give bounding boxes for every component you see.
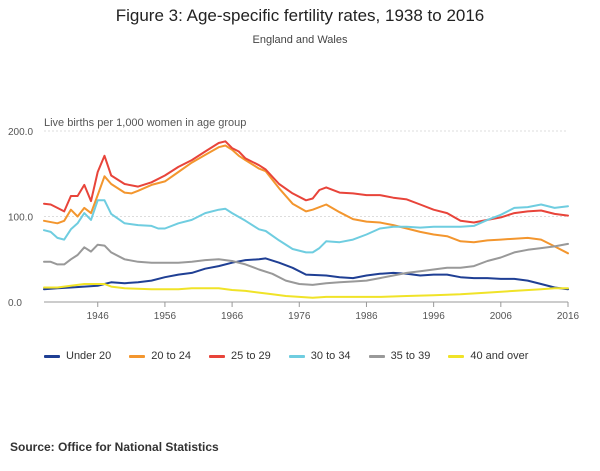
y-tick-label: 200.0 [8,127,33,138]
legend-item: Under 20 [44,350,111,362]
legend-item: 25 to 29 [209,350,271,362]
series-line-under-20 [43,257,569,291]
legend-label: 25 to 29 [231,350,271,362]
y-tick-label: 0.0 [8,298,22,309]
series-line-20-to-24 [43,144,569,255]
x-tick-label: 1946 [87,311,110,322]
chart-title: Figure 3: Age-specific fertility rates, … [115,6,485,25]
x-tick-label: 1976 [288,311,311,322]
legend-item: 40 and over [448,350,528,362]
source-note: Source: Office for National Statistics [10,440,219,454]
legend-swatch [209,354,226,358]
x-tick-label: 1966 [221,311,244,322]
series-line-40-and-over [43,283,569,299]
series-line-30-to-34 [43,199,569,254]
legend-item: 30 to 34 [288,350,351,362]
x-tick-label: 1996 [423,311,446,322]
legend-label: 40 and over [470,350,529,362]
legend-swatch [448,354,465,358]
x-axis-ticks: 1946 1956 1966 1976 1986 1996 2006 2016 [87,302,580,322]
y-axis-label: Live births per 1,000 women in age group [44,117,246,129]
legend-swatch [44,354,60,358]
y-axis-ticks: 0.0 100.0 200.0 [8,127,33,309]
legend-label: Under 20 [66,350,112,362]
line-chart: Live births per 1,000 women in age group… [8,117,580,322]
x-tick-label: 2016 [557,311,580,322]
y-tick-label: 100.0 [8,213,33,224]
chart-subtitle: England and Wales [252,34,348,46]
chart-legend: Under 20 20 to 24 25 to 29 30 to 34 35 to 39… [44,350,528,362]
x-tick-label: 2006 [490,311,513,322]
legend-swatch [368,354,385,358]
legend-label: 30 to 34 [310,350,351,362]
x-tick-label: 1986 [355,311,378,322]
legend-item: 35 to 39 [368,350,431,362]
series-line-35-to-39 [43,242,569,286]
legend-swatch [129,354,146,358]
series-lines [43,140,569,299]
gridlines [44,130,568,303]
x-tick-label: 1956 [154,311,177,322]
legend-label: 20 to 24 [151,350,192,362]
legend-swatch [288,354,305,358]
legend-item: 20 to 24 [129,350,191,362]
series-line-25-to-29 [43,140,569,224]
legend-label: 35 to 39 [390,350,431,362]
